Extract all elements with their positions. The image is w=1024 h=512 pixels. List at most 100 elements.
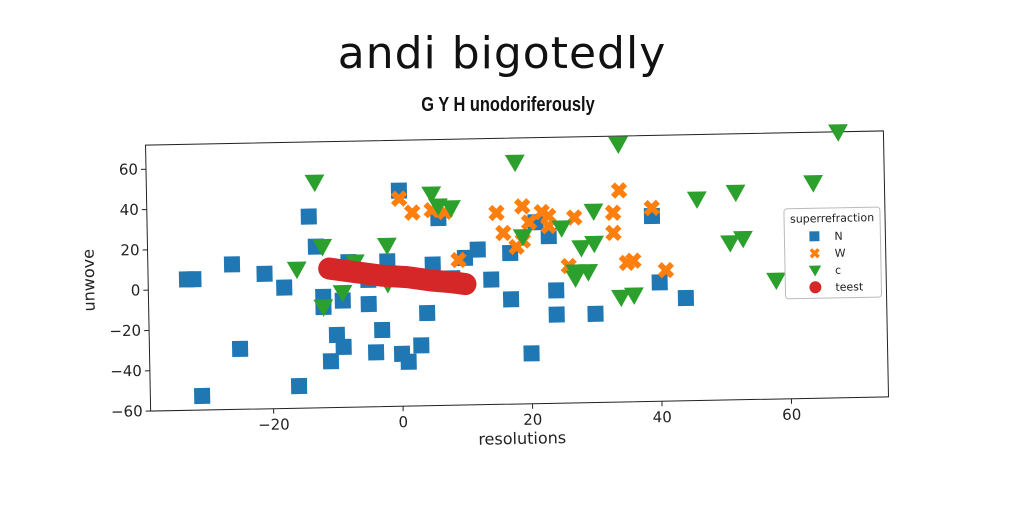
series-teest (318, 257, 477, 296)
y-tick-label: 0 (131, 281, 141, 299)
data-point-W (625, 252, 642, 269)
data-point-W (488, 204, 505, 222)
series-c (286, 124, 848, 317)
data-point-N (424, 256, 441, 273)
data-point-W (610, 182, 628, 199)
data-point-N (651, 274, 668, 291)
series-W (390, 182, 675, 279)
data-point-N (548, 306, 565, 323)
y-tick-label: 40 (120, 201, 139, 219)
data-point-N (400, 353, 417, 370)
series-line-teest (318, 257, 477, 296)
data-point-c (440, 200, 461, 218)
data-point-N (322, 353, 340, 370)
x-axis-label: resolutions (478, 428, 566, 449)
data-point-N (276, 279, 293, 296)
data-point-W (657, 261, 675, 279)
y-tick-label: −20 (109, 322, 141, 341)
legend-item-W: W (809, 247, 846, 260)
legend-box (783, 206, 883, 300)
data-point-N (256, 265, 273, 282)
legend-marker (808, 265, 822, 277)
data-point-c (828, 124, 848, 142)
legend-label: W (835, 247, 846, 260)
legend-item-N: N (809, 230, 843, 243)
chart-title: andi bigotedly (337, 28, 667, 79)
data-point-N (193, 387, 211, 405)
legend-title: superrefraction (790, 211, 874, 226)
data-point-N (548, 282, 565, 299)
data-point-c (551, 220, 572, 238)
data-point-N (300, 208, 317, 225)
data-point-N (502, 291, 520, 308)
y-tick-label: −40 (110, 362, 142, 381)
data-point-N (367, 344, 385, 361)
data-point-c (803, 175, 823, 193)
data-point-N (419, 304, 436, 322)
legend-item-c: c (808, 264, 841, 277)
x-tick-label: 0 (398, 413, 408, 431)
data-point-c (312, 238, 333, 257)
data-point-c (584, 235, 604, 254)
data-point-W (450, 251, 467, 269)
data-point-N (374, 321, 391, 339)
data-point-c (421, 186, 442, 204)
data-point-c (304, 174, 325, 193)
data-point-c (512, 228, 533, 247)
data-point-c (332, 284, 353, 303)
legend-label: teest (835, 280, 864, 294)
data-point-c (611, 289, 631, 308)
x-tick-label: 40 (653, 408, 672, 426)
data-point-c (578, 264, 599, 282)
data-point-N (523, 345, 540, 362)
data-point-c (504, 154, 525, 173)
y-axis-label: unwove (79, 249, 99, 312)
data-point-c (720, 235, 740, 253)
data-point-W (520, 214, 538, 231)
data-point-c (725, 184, 746, 203)
data-point-N (677, 289, 695, 307)
data-point-N (335, 338, 352, 356)
data-point-c (565, 270, 586, 288)
data-point-c (583, 203, 604, 221)
legend-marker (809, 231, 820, 242)
data-point-c (376, 237, 397, 256)
legend-marker (809, 281, 822, 294)
legend: superrefraction NWc teest (783, 206, 883, 300)
data-point-c (313, 299, 334, 317)
data-point-N (469, 241, 486, 258)
data-point-N (223, 256, 241, 273)
data-point-c (286, 261, 307, 280)
y-tick-label: 20 (120, 241, 139, 259)
data-point-c (623, 287, 644, 305)
data-point-W (495, 224, 512, 242)
legend-item-teest: teest (809, 280, 864, 294)
data-point-N (483, 271, 500, 288)
data-point-N (231, 340, 249, 358)
data-point-c (608, 136, 628, 155)
data-point-N (290, 377, 308, 395)
data-point-N (413, 337, 430, 354)
data-point-W (513, 198, 531, 215)
y-tick-label: 60 (119, 160, 138, 178)
data-point-N (587, 305, 604, 322)
y-tick-label: −60 (111, 402, 143, 421)
chart-subtitle: G Y H unodoriferously (421, 94, 595, 116)
data-point-W (390, 190, 408, 207)
data-point-c (571, 239, 592, 258)
data-point-W (404, 204, 421, 221)
data-point-c (732, 230, 753, 249)
x-tick-label: 20 (523, 411, 542, 429)
legend-label: c (835, 264, 841, 277)
x-tick-label: −20 (258, 415, 290, 434)
data-point-c (766, 272, 786, 291)
data-point-W (643, 199, 661, 217)
legend-marker (809, 248, 820, 259)
data-point-W (605, 224, 622, 242)
data-point-N (360, 295, 377, 313)
data-point-W (604, 204, 622, 221)
data-point-c (686, 191, 707, 209)
data-point-N (185, 271, 202, 288)
x-tick-label: 60 (782, 406, 801, 424)
